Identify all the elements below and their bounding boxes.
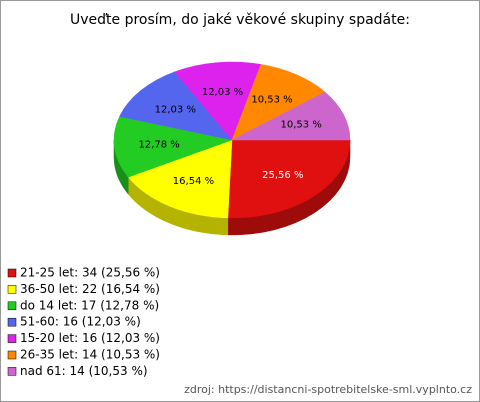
- value-label: 25,56 %: [262, 170, 303, 181]
- legend-swatch: [7, 350, 17, 360]
- value-label: 10,53 %: [251, 95, 292, 106]
- source: zdroj: https://distancni-spotrebitelske-…: [184, 383, 472, 396]
- legend-label: 21-25 let: 34 (25,56 %): [20, 266, 160, 280]
- legend-swatch: [7, 301, 17, 311]
- value-label: 10,53 %: [281, 119, 322, 130]
- legend-swatch: [7, 367, 17, 376]
- value-label: 12,03 %: [202, 87, 243, 98]
- pie-slice: [227, 139, 351, 219]
- pie-slice: [119, 71, 233, 141]
- legend-swatch: [7, 317, 17, 327]
- pie-slice: [113, 116, 233, 178]
- legend-label: 51-60: 16 (12,03 %): [20, 315, 141, 329]
- legend-label: 26-35 let: 14 (10,53 %): [20, 348, 160, 362]
- pie-slice: [231, 64, 326, 141]
- value-label: 12,78 %: [139, 140, 180, 151]
- pie-slice: [231, 91, 351, 141]
- chart-title: Uveďte prosím, do jaké věkové skupiny sp…: [70, 12, 410, 28]
- legend-label: 36-50 let: 22 (16,54 %): [20, 282, 160, 296]
- legend-label: 15-20 let: 16 (12,03 %): [20, 331, 160, 345]
- legend-swatch: [7, 268, 17, 278]
- legend-swatch: [7, 285, 17, 294]
- legend-label: nad 61: 14 (10,53 %): [20, 364, 148, 378]
- value-label: 16,54 %: [173, 176, 214, 187]
- legend-label: do 14 let: 17 (12,78 %): [20, 298, 159, 312]
- value-label: 12,03 %: [155, 104, 196, 115]
- legend-swatch: [7, 334, 17, 343]
- pie-slice: [127, 139, 233, 219]
